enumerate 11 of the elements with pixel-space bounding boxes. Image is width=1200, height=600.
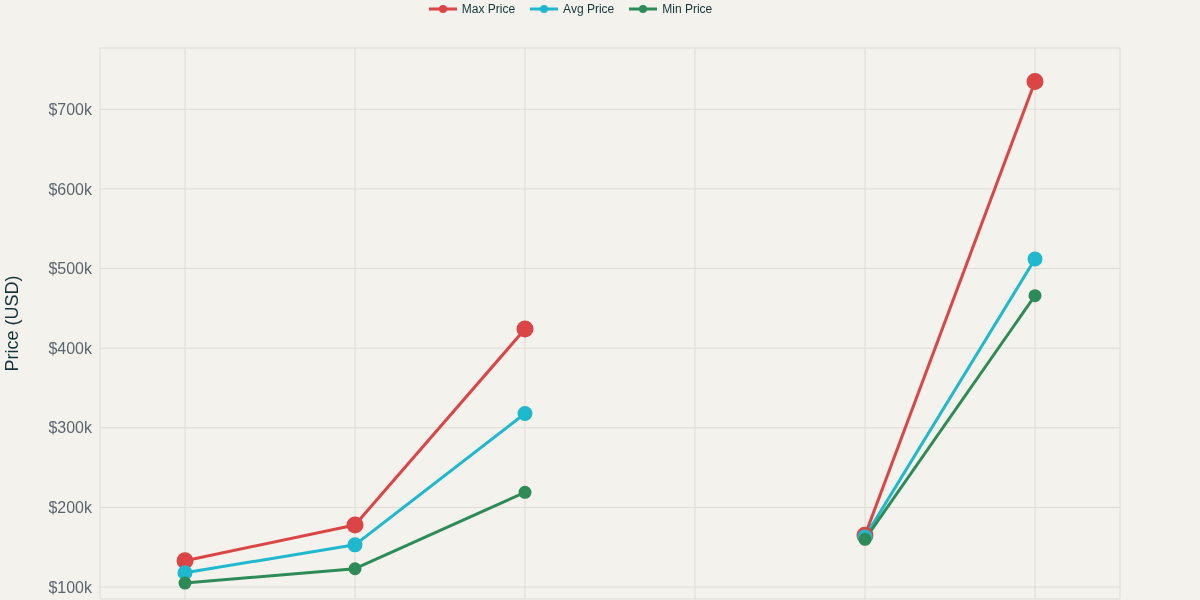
legend-label: Max Price (461, 2, 516, 16)
y-tick-label: $100k (48, 578, 93, 596)
y-tick-label: $500k (48, 260, 93, 278)
y-axis-title: Price (USD) (2, 275, 23, 372)
y-tick-label: $300k (48, 419, 93, 437)
y-tick-label: $700k (48, 100, 93, 118)
y-tick-label: $200k (48, 499, 93, 517)
y-tick-label: $600k (48, 180, 93, 198)
legend-label: Avg Price (563, 2, 615, 16)
legend-label: Min Price (662, 2, 713, 16)
y-tick-label: $400k (48, 339, 93, 357)
